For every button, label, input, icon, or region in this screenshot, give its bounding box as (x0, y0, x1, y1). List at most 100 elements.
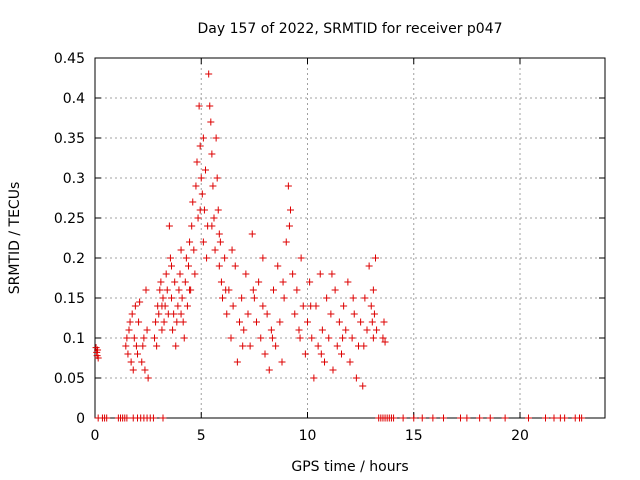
data-point (141, 366, 149, 374)
data-point (307, 302, 315, 310)
data-point (123, 414, 131, 422)
axis-ticks: 0 5 10 15 20 0 0.05 0.1 0.15 0.2 0.25 0.3 0.35 0.4 0.4… (54, 51, 605, 444)
data-point (338, 350, 345, 358)
data-point (297, 254, 305, 262)
data-point (171, 278, 179, 286)
data-point (182, 254, 190, 262)
data-point (276, 318, 284, 326)
data-point (160, 318, 168, 326)
data-point (221, 254, 229, 262)
data-point (327, 310, 335, 318)
data-point (215, 262, 223, 270)
x-tick-label: 10 (299, 428, 317, 444)
data-point (352, 374, 360, 382)
data-point (291, 310, 299, 318)
x-tick-label: 0 (91, 428, 100, 444)
data-point (486, 414, 494, 422)
data-point (244, 310, 252, 318)
data-point (301, 350, 309, 358)
data-point (282, 238, 290, 246)
data-point (183, 302, 191, 310)
data-point (159, 414, 167, 422)
data-point (103, 414, 111, 422)
data-point (339, 334, 347, 342)
data-point (373, 326, 381, 334)
data-point (346, 358, 354, 366)
data-point (284, 182, 292, 190)
data-point (325, 334, 333, 342)
data-point (206, 102, 214, 110)
data-point (368, 318, 376, 326)
data-point (231, 262, 239, 270)
data-point (199, 238, 207, 246)
data-point (370, 310, 378, 318)
data-point (195, 102, 203, 110)
data-point (174, 302, 182, 310)
data-point (259, 302, 267, 310)
data-point (214, 206, 222, 214)
data-point (233, 358, 241, 366)
data-point (274, 262, 282, 270)
data-point (173, 318, 181, 326)
data-point (130, 334, 138, 342)
data-point (331, 286, 339, 294)
x-tick-label: 5 (197, 428, 206, 444)
data-point (542, 414, 549, 422)
data-point (363, 326, 371, 334)
data-point (149, 414, 157, 422)
data-point (143, 326, 151, 334)
y-tick-label: 0.25 (54, 211, 85, 227)
data-point (172, 342, 180, 350)
data-point (289, 270, 297, 278)
data-point (159, 294, 167, 302)
data-point (321, 358, 328, 366)
data-point (350, 310, 358, 318)
data-point (457, 414, 464, 422)
data-point (399, 414, 407, 422)
data-point (270, 286, 277, 294)
data-point (158, 302, 166, 310)
data-point (318, 326, 326, 334)
data-point (349, 294, 357, 302)
data-point (127, 358, 135, 366)
data-point (186, 286, 194, 294)
data-point (126, 318, 134, 326)
data-point (180, 334, 188, 342)
data-point (170, 310, 178, 318)
data-point (340, 302, 348, 310)
data-point (328, 270, 336, 278)
data-point (181, 278, 189, 286)
x-tick-label: 20 (511, 428, 529, 444)
data-point (155, 310, 163, 318)
data-point (476, 414, 484, 422)
y-axis-label: SRMTID / TECUs (7, 182, 23, 295)
x-tick-label: 15 (405, 428, 423, 444)
data-point (193, 158, 201, 166)
data-point (440, 414, 447, 422)
y-tick-label: 0.3 (63, 171, 85, 187)
y-tick-label: 0.05 (54, 371, 85, 387)
data-points (92, 70, 586, 422)
data-point (285, 222, 293, 230)
data-point (310, 374, 318, 382)
data-point (203, 254, 211, 262)
data-point (239, 342, 247, 350)
data-point (169, 326, 177, 334)
data-point (189, 198, 197, 206)
data-point (360, 342, 368, 350)
y-tick-label: 0.15 (54, 291, 85, 307)
data-point (191, 270, 199, 278)
data-point (178, 294, 186, 302)
data-point (295, 326, 303, 334)
data-point (136, 298, 144, 306)
data-point (249, 286, 257, 294)
data-point (299, 302, 307, 310)
data-point (410, 414, 418, 422)
data-point (329, 366, 337, 374)
data-point (138, 358, 146, 366)
data-point (314, 342, 322, 350)
y-tick-label: 0.2 (63, 251, 85, 267)
data-point (342, 326, 350, 334)
data-point (168, 262, 175, 270)
data-point (219, 294, 226, 302)
